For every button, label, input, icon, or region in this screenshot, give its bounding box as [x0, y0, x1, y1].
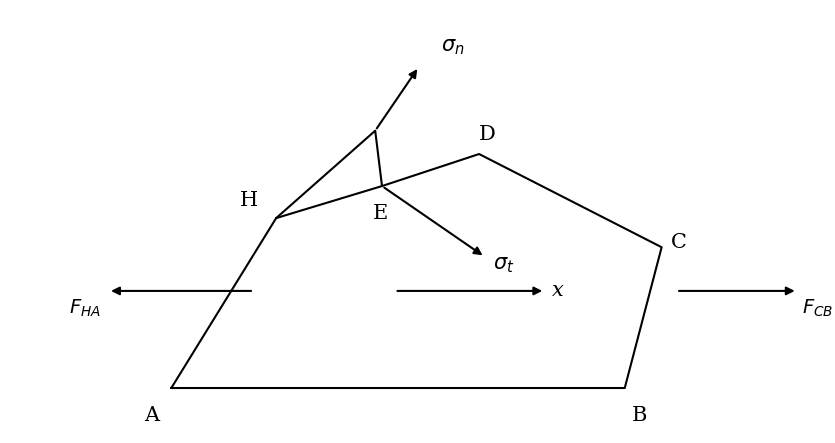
- Text: E: E: [372, 204, 387, 223]
- Text: $\sigma_t$: $\sigma_t$: [493, 255, 514, 275]
- Text: C: C: [671, 233, 687, 252]
- Text: $\sigma_n$: $\sigma_n$: [441, 37, 465, 57]
- Text: H: H: [240, 191, 258, 210]
- Text: B: B: [631, 406, 647, 425]
- Text: x: x: [552, 281, 564, 300]
- Text: $F_{CB}$: $F_{CB}$: [802, 298, 833, 319]
- Text: D: D: [478, 125, 495, 144]
- Text: $F_{HA}$: $F_{HA}$: [68, 298, 100, 319]
- Text: A: A: [144, 406, 159, 425]
